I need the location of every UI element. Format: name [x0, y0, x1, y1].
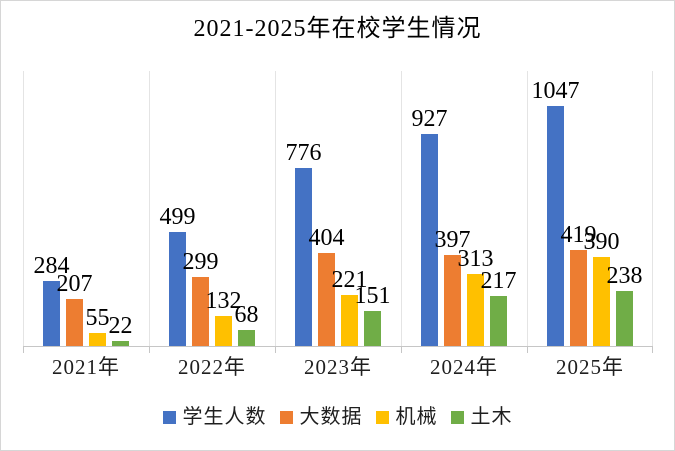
bar: 22 [109, 313, 133, 346]
axis-tick [149, 346, 150, 353]
legend-item: 大数据 [279, 405, 363, 429]
bar: 55 [86, 305, 110, 346]
gridline [401, 71, 402, 346]
bar-value-label: 1047 [531, 77, 580, 104]
bar-value-label: 151 [354, 282, 391, 309]
bar: 132 [206, 288, 242, 346]
bar: 1047 [532, 78, 580, 346]
bar: 313 [458, 246, 494, 346]
bar-value-label: 217 [480, 267, 517, 294]
legend-swatch [450, 410, 464, 424]
category-label: 2021年 [52, 355, 120, 379]
bar-value-label: 390 [583, 228, 620, 255]
gridline [275, 71, 276, 346]
bar-group: 927 397 313 217 [401, 71, 527, 346]
legend: 学生人数 大数据 机械 土木 [1, 405, 674, 429]
bar: 404 [309, 225, 345, 346]
bar-value-label: 207 [56, 270, 93, 297]
bar: 217 [481, 268, 517, 346]
category-label: 2022年 [178, 355, 246, 379]
bar-value-label: 132 [205, 287, 242, 314]
bar: 927 [412, 106, 448, 346]
legend-label: 大数据 [299, 406, 363, 428]
bar: 419 [561, 222, 597, 346]
bar: 390 [584, 229, 620, 346]
gridline [652, 71, 653, 346]
bar-value-label: 221 [331, 266, 368, 293]
bar-value-label: 927 [411, 105, 448, 132]
legend-item: 学生人数 [162, 405, 267, 429]
legend-label: 土木 [470, 406, 513, 428]
bar-group: 499 299 132 68 [149, 71, 275, 346]
bar-value-label: 776 [285, 139, 322, 166]
axis-tick [23, 346, 24, 353]
bar-value-label: 22 [108, 312, 133, 339]
legend-item: 机械 [375, 405, 438, 429]
bar-value-label: 419 [560, 221, 597, 248]
axis-tick [527, 346, 528, 353]
category-label: 2024年 [430, 355, 498, 379]
bar-value-label: 299 [182, 248, 219, 275]
bar-value-label: 404 [308, 224, 345, 251]
bar: 238 [607, 263, 643, 346]
gridline [527, 71, 528, 346]
gridline [149, 71, 150, 346]
chart-title: 2021-2025年在校学生情况 [193, 16, 482, 42]
legend-label: 学生人数 [182, 406, 267, 428]
bar-value-label: 55 [85, 304, 110, 331]
bar-value-label: 238 [606, 262, 643, 289]
category-label: 2025年 [556, 355, 624, 379]
bar: 221 [332, 267, 368, 346]
bar-group: 776 404 221 151 [275, 71, 401, 346]
bar: 397 [435, 227, 471, 346]
category-label: 2023年 [304, 355, 372, 379]
bar: 68 [235, 302, 259, 346]
axis-tick [401, 346, 402, 353]
bar-group: 1047 419 390 238 [527, 71, 653, 346]
bar: 284 [34, 253, 70, 346]
bar-group: 284 207 55 22 [23, 71, 149, 346]
bar: 207 [57, 271, 93, 346]
legend-item: 土木 [450, 405, 513, 429]
bar-value-label: 68 [234, 301, 259, 328]
legend-swatch [279, 410, 293, 424]
x-axis: 2021年 2022年 2023年 2024年 2025年 [23, 354, 653, 380]
bar: 776 [286, 140, 322, 346]
bar: 299 [183, 249, 219, 346]
axis-tick [275, 346, 276, 353]
bar-value-label: 397 [434, 226, 471, 253]
bar-value-label: 499 [159, 203, 196, 230]
legend-swatch [162, 410, 176, 424]
gridline [23, 71, 24, 346]
bar: 499 [160, 204, 196, 346]
bar-value-label: 313 [457, 245, 494, 272]
legend-label: 机械 [395, 406, 438, 428]
bar-value-label: 284 [33, 252, 70, 279]
bar: 151 [355, 283, 391, 346]
plot-area: 284 207 55 22 499 299 132 68 776 404 221 151 927 397 3… [23, 71, 653, 353]
legend-swatch [375, 410, 389, 424]
axis-tick [652, 346, 653, 353]
